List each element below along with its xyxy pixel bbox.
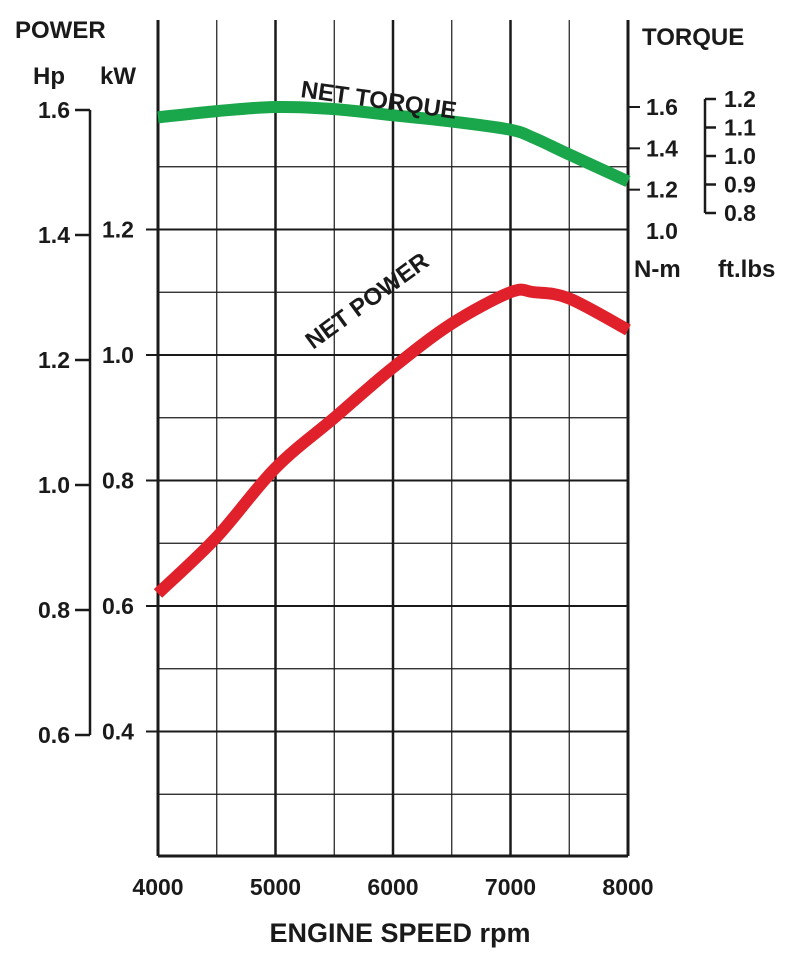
kw-unit-label: kW: [100, 63, 136, 90]
x-tick-label: 4000: [132, 874, 183, 900]
power-axis-title: POWER: [15, 17, 106, 44]
net-power-curve: [153, 283, 631, 598]
hp-tick-label: 0.8: [38, 597, 70, 623]
tick-labels: 4000 5000 6000 7000 8000 0.4 0.6 0.8 1.0 1.2 0.6 0.…: [38, 86, 756, 900]
ftlbs-tick-label: 1.1: [724, 115, 756, 141]
x-tick-label: 5000: [250, 874, 301, 900]
hp-tick-label: 1.6: [38, 97, 70, 123]
x-tick-label: 6000: [367, 874, 418, 900]
kw-tick-label: 0.8: [102, 468, 134, 494]
chart-curves: [153, 100, 631, 598]
plot-grid: [156, 20, 630, 856]
net-torque-curve: [157, 100, 631, 187]
chart-axes: [75, 20, 716, 858]
nm-tick-label: 1.6: [646, 94, 678, 120]
x-tick-label: 8000: [602, 874, 653, 900]
kw-tick-label: 1.2: [102, 217, 134, 243]
hp-tick-label: 1.2: [38, 347, 70, 373]
ftlbs-tick-label: 1.0: [724, 143, 756, 169]
hp-tick-label: 1.4: [38, 222, 70, 248]
x-axis-title: ENGINE SPEED rpm: [269, 918, 530, 948]
kw-tick-label: 0.6: [102, 593, 134, 619]
torque-axis-title: TORQUE: [642, 24, 744, 51]
hp-tick-label: 0.6: [38, 722, 70, 748]
net-power-label: NET POWER: [301, 248, 434, 355]
ftlbs-tick-label: 0.9: [724, 172, 756, 198]
nm-tick-label: 1.2: [646, 177, 678, 203]
ftlbs-tick-label: 0.8: [724, 200, 756, 226]
ftlbs-unit-label: ft.lbs: [718, 256, 775, 283]
kw-tick-label: 0.4: [102, 719, 134, 745]
nm-tick-label: 1.0: [646, 218, 678, 244]
kw-tick-label: 1.0: [102, 342, 134, 368]
hp-unit-label: Hp: [33, 63, 65, 90]
nm-unit-label: N-m: [634, 256, 681, 283]
ftlbs-tick-label: 1.2: [724, 86, 756, 112]
hp-tick-label: 1.0: [38, 472, 70, 498]
x-tick-label: 7000: [485, 874, 536, 900]
nm-tick-label: 1.4: [646, 135, 678, 161]
